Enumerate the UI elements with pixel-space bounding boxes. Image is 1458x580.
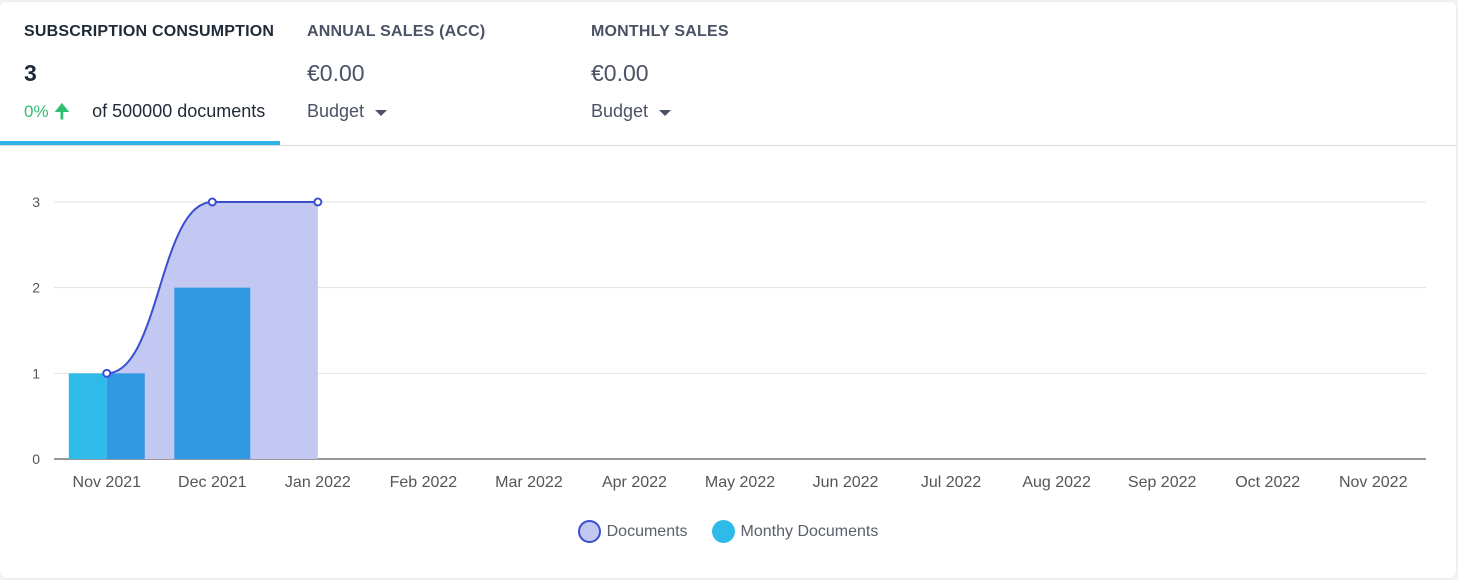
x-tick-label: Jun 2022 <box>813 474 879 491</box>
x-tick-label: Dec 2021 <box>178 474 247 491</box>
monthly-bar <box>174 287 251 459</box>
y-tick-label: 2 <box>32 280 40 296</box>
x-tick-label: Oct 2022 <box>1235 474 1300 491</box>
x-tick-label: May 2022 <box>705 474 775 491</box>
stat-value: €0.00 <box>307 60 365 86</box>
x-tick-label: Apr 2022 <box>602 474 667 491</box>
x-tick-label: Jan 2022 <box>285 474 351 491</box>
monthly-bar <box>68 373 107 459</box>
y-tick-label: 1 <box>32 365 40 381</box>
documents-line <box>106 201 318 375</box>
stat-title: ANNUAL SALES (ACC) <box>307 23 486 40</box>
stat-title: MONTHLY SALES <box>591 23 729 40</box>
stats-tabs: SUBSCRIPTION CONSUMPTION 3 0% 🠉 of 50000… <box>0 2 1456 146</box>
change-percent: 0% <box>24 101 49 121</box>
tab-subscription-consumption[interactable]: SUBSCRIPTION CONSUMPTION 3 0% 🠉 of 50000… <box>0 2 280 145</box>
monthly-budget-select[interactable]: Budget <box>591 101 672 122</box>
x-tick-label: Sep 2022 <box>1128 474 1197 491</box>
quota-text: of 500000 documents <box>92 101 266 121</box>
stat-value: €0.00 <box>591 60 649 86</box>
x-tick-label: Jul 2022 <box>921 474 982 491</box>
y-tick-label: 3 <box>32 194 40 210</box>
chart-legend: Documents Monthy Documents <box>0 520 1456 543</box>
y-tick-label: 0 <box>32 451 40 467</box>
legend-item-monthly-documents[interactable]: Monthy Documents <box>711 520 879 543</box>
documents-chart: 0 1 2 3 Nov 2021 Dec 2021 Jan 2022 Feb 2022 Mar … <box>32 194 1426 491</box>
caret-down-icon <box>659 109 672 116</box>
x-tick-label: Nov 2021 <box>73 474 142 491</box>
x-tick-label: Mar 2022 <box>495 474 563 491</box>
monthly-bar-overlap <box>106 373 145 459</box>
documents-point <box>313 197 323 207</box>
legend-swatch-monthly-documents <box>711 520 735 543</box>
x-tick-label: Feb 2022 <box>390 474 458 491</box>
legend-item-documents[interactable]: Documents <box>577 520 688 543</box>
stat-subline: 0% 🠉 of 500000 documents <box>24 101 268 122</box>
x-tick-label: Nov 2022 <box>1339 474 1408 491</box>
legend-label: Monthy Documents <box>740 522 879 540</box>
tab-monthly-sales[interactable]: MONTHLY SALES €0.00 Budget <box>567 2 847 145</box>
documents-point <box>207 197 217 207</box>
active-tab-indicator <box>0 141 280 145</box>
legend-label: Documents <box>606 522 688 540</box>
select-label: Budget <box>307 101 365 121</box>
stat-title: SUBSCRIPTION CONSUMPTION <box>24 23 275 40</box>
x-tick-label: Aug 2022 <box>1022 474 1091 491</box>
legend-swatch-documents <box>577 520 601 543</box>
stat-value: 3 <box>24 60 37 86</box>
documents-point <box>102 368 112 378</box>
annual-budget-select[interactable]: Budget <box>307 101 388 122</box>
tab-annual-sales[interactable]: ANNUAL SALES (ACC) €0.00 Budget <box>283 2 563 145</box>
select-label: Budget <box>591 101 649 121</box>
arrow-up-icon: 🠉 <box>53 100 71 123</box>
caret-down-icon <box>375 109 388 116</box>
